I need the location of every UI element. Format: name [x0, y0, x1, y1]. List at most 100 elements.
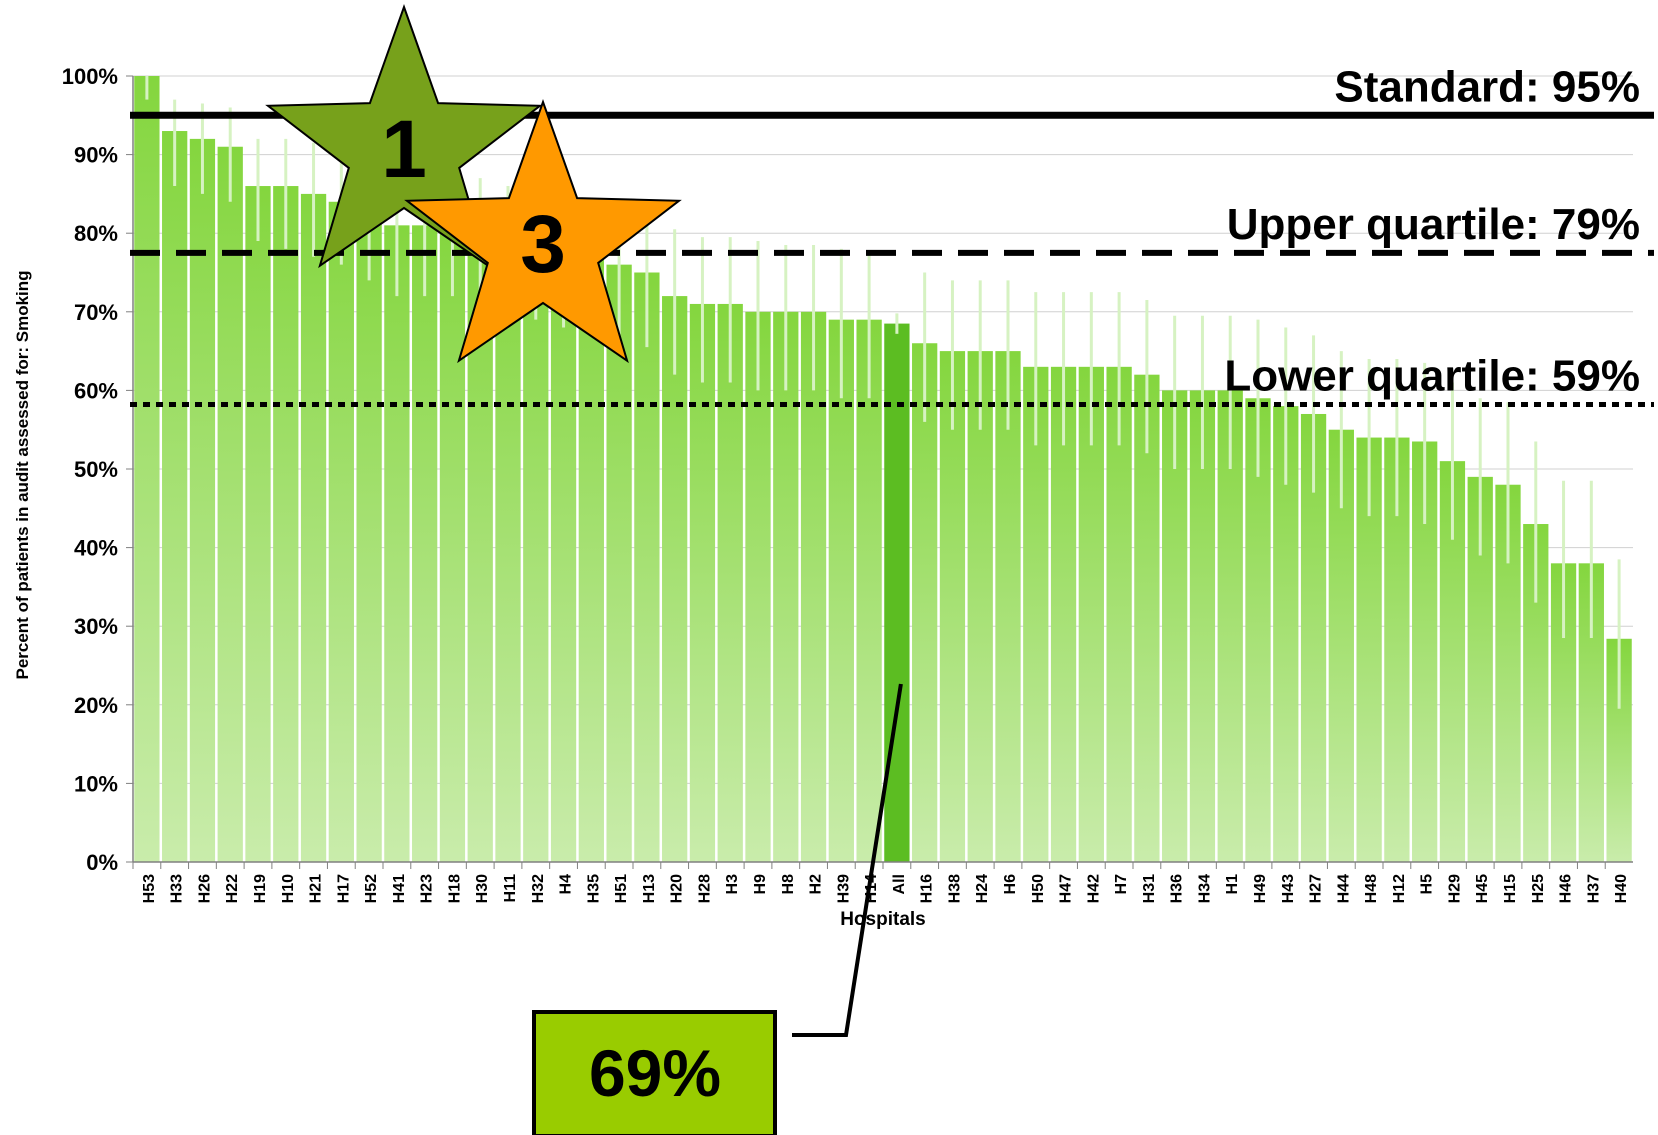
- x-tick-label: H4: [558, 874, 575, 895]
- x-tick-label: H6: [1002, 874, 1019, 895]
- bars: [134, 76, 1632, 863]
- x-tick-label: H12: [1391, 874, 1408, 903]
- callout-leader: [792, 683, 903, 1037]
- x-tick-label: H39: [835, 874, 852, 903]
- x-tick-label: H45: [1474, 874, 1491, 903]
- bar: [745, 311, 771, 862]
- x-tick-label: H46: [1558, 874, 1575, 903]
- x-tick-label: H29: [1446, 874, 1463, 903]
- x-tick-label: H20: [669, 874, 686, 903]
- callout: 69%: [532, 683, 903, 1135]
- star-icon: [404, 99, 682, 364]
- x-tick-label: H26: [196, 874, 213, 903]
- bar: [328, 201, 354, 862]
- x-tick-labels: H53 H33 H26 H22 H19 H10 H21 H17 H52 H41 H23 H18 H30 H…: [132, 862, 1630, 903]
- x-tick-label: All: [891, 874, 908, 894]
- y-axis-label: Percent of patients in audit assessed fo…: [13, 270, 32, 679]
- bar: [412, 225, 438, 863]
- x-tick-label: H10: [280, 874, 297, 903]
- star-label: 1: [381, 104, 427, 195]
- y-tick-labels: 0% 10% 20% 30% 40% 50% 60% 70% 80% 90% 100%: [62, 64, 118, 875]
- bar: [689, 303, 716, 862]
- x-tick-label: H16: [919, 874, 936, 903]
- x-tick-label: H48: [1363, 874, 1380, 903]
- x-tick-label: H33: [169, 874, 186, 903]
- x-tick-label: H31: [1141, 874, 1158, 903]
- y-tick-label: 100%: [62, 64, 118, 89]
- bar: [1134, 374, 1160, 862]
- y-tick-label: 10%: [74, 771, 118, 796]
- bar: [828, 319, 854, 862]
- bar: [967, 351, 993, 862]
- x-tick-label: H9: [752, 874, 769, 895]
- reference-line-label: Standard: 95%: [1334, 62, 1640, 111]
- callout-value: 69%: [589, 1036, 721, 1110]
- x-tick-label: H1: [1224, 874, 1241, 895]
- star-icon: [265, 4, 543, 269]
- x-tick-label: H21: [308, 874, 325, 903]
- x-tick-label: H40: [1613, 874, 1630, 903]
- x-tick-label: H44: [1335, 874, 1352, 903]
- x-tick-label: H51: [613, 874, 630, 903]
- bar: [356, 217, 382, 863]
- y-tick-label: 90%: [74, 143, 118, 168]
- x-tick-label: H27: [1308, 874, 1325, 903]
- y-tick-label: 20%: [74, 693, 118, 718]
- x-tick-label: H3: [724, 874, 741, 895]
- bar: [439, 225, 466, 863]
- reference-line-label: Upper quartile: 79%: [1227, 200, 1640, 249]
- bar: [606, 264, 632, 862]
- bar: [189, 138, 216, 862]
- y-tick-label: 30%: [74, 614, 118, 639]
- y-tick-label: 70%: [74, 300, 118, 325]
- x-tick-label: H22: [224, 874, 241, 903]
- x-tick-label: H8: [780, 874, 797, 895]
- bar: [1078, 366, 1104, 862]
- bar: [217, 146, 243, 863]
- x-tick-label: H24: [974, 874, 991, 903]
- bar: [162, 131, 188, 862]
- bar: [717, 303, 743, 862]
- x-axis-label: Hospitals: [840, 909, 926, 930]
- callout-box: [532, 1010, 777, 1135]
- bar: [856, 319, 882, 862]
- x-tick-label: H42: [1085, 874, 1102, 903]
- stars: 13: [265, 4, 682, 364]
- x-tick-label: H36: [1169, 874, 1186, 903]
- bar: [578, 256, 604, 862]
- bar: [495, 248, 521, 863]
- reference-lines: Standard: 95% Upper quartile: 79% Lower qu…: [130, 62, 1654, 408]
- x-tick-label: H28: [696, 874, 713, 903]
- x-tick-label: H32: [530, 874, 547, 903]
- x-tick-label: H47: [1058, 874, 1075, 903]
- x-tick-label: H37: [1585, 874, 1602, 903]
- bar: [245, 186, 271, 863]
- x-tick-label: H50: [1030, 874, 1047, 903]
- bar: [912, 343, 938, 862]
- y-tick-label: 50%: [74, 457, 118, 482]
- x-tick-label: H23: [419, 874, 436, 903]
- x-tick-label: H53: [141, 874, 158, 903]
- bar: [995, 351, 1021, 862]
- x-tick-label: H34: [1196, 874, 1213, 903]
- y-tick-label: 80%: [74, 221, 118, 246]
- x-tick-label: H18: [446, 874, 463, 903]
- y-tick-label: 0%: [86, 850, 118, 875]
- bar: [939, 351, 966, 862]
- x-tick-label: H41: [391, 874, 408, 903]
- bar: [800, 311, 827, 862]
- x-tick-label: H52: [363, 874, 380, 903]
- bar: [273, 186, 299, 863]
- x-tick-label: H30: [474, 874, 491, 903]
- bar: [550, 256, 577, 862]
- x-tick-label: H2: [808, 874, 825, 895]
- bar: [1023, 366, 1049, 862]
- bar: [300, 193, 327, 862]
- bar: [634, 272, 660, 862]
- x-tick-label: H35: [585, 874, 602, 903]
- x-tick-label: H5: [1419, 874, 1436, 895]
- bar: [662, 296, 688, 863]
- x-tick-label: H38: [946, 874, 963, 903]
- bar: [523, 248, 549, 863]
